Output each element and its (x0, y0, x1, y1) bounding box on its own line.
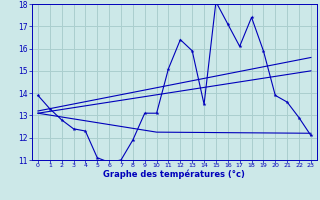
X-axis label: Graphe des températures (°c): Graphe des températures (°c) (103, 170, 245, 179)
